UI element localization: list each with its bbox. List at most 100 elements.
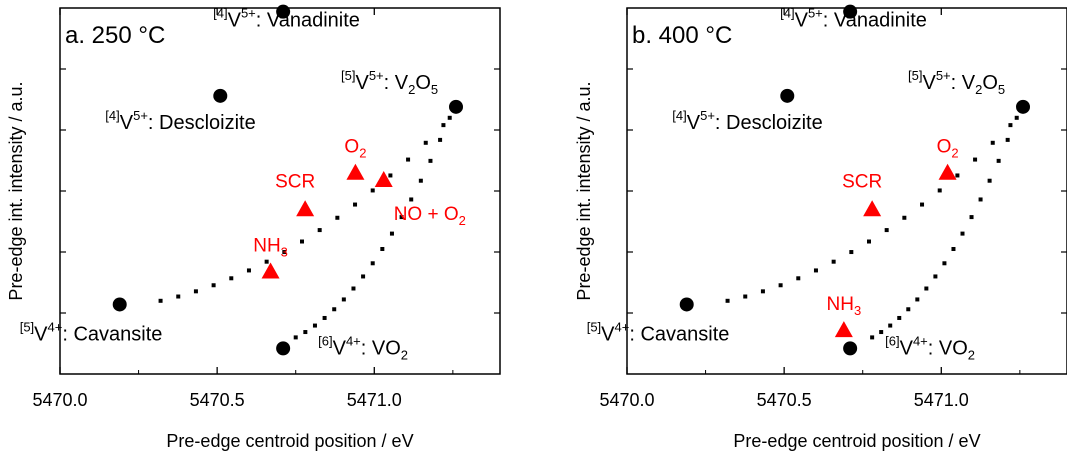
trend-dot — [990, 140, 995, 145]
chart-panel-a: 5470.0 5470.5 5471.0 Pre-edge centroid posi… — [6, 4, 501, 451]
x-tick-label: 5471.0 — [347, 390, 402, 410]
sample-label: O2 — [344, 137, 366, 161]
trend-dot — [317, 228, 322, 233]
sample-label: NO + O2 — [394, 204, 466, 228]
trend-dot — [1008, 123, 1013, 128]
trend-dot — [969, 215, 974, 220]
trend-dot — [399, 215, 404, 220]
trend-dot — [438, 137, 443, 142]
reference-point — [449, 99, 463, 114]
trend-dot — [335, 215, 340, 220]
trend-dot — [955, 173, 960, 178]
trend-dot — [870, 335, 875, 340]
trend-dot — [902, 215, 907, 220]
trend-dot — [937, 188, 942, 193]
sample-label: SCR — [842, 171, 882, 192]
reference-point — [843, 4, 858, 19]
reference-point — [679, 297, 694, 312]
reference-label: [5]V5+: V2O5 — [908, 68, 1005, 97]
trend-dot — [1014, 115, 1019, 120]
trend-dot — [423, 140, 428, 145]
reference-label: [6]V4+: VO2 — [318, 333, 408, 362]
trend-dot — [176, 294, 181, 299]
sample-label: O2 — [937, 137, 959, 161]
sample-label: NH3 — [253, 236, 288, 260]
trend-dot — [246, 268, 251, 273]
trend-dot — [915, 297, 920, 302]
trend-dot — [888, 323, 893, 328]
trend-dot — [370, 188, 375, 193]
trend-dot — [341, 297, 346, 302]
trend-dot — [332, 307, 337, 312]
y-axis-label: Pre-edge int. intensity / a.u. — [574, 81, 594, 300]
reference-label: [6]V4+: VO2 — [885, 333, 975, 362]
sample-point — [863, 200, 882, 217]
trend-dot — [884, 228, 889, 233]
trend-dot — [951, 247, 956, 252]
sample-label: SCR — [275, 171, 315, 192]
trend-dot — [849, 250, 854, 255]
x-axis-label: Pre-edge centroid position / eV — [733, 431, 980, 451]
reference-point — [780, 88, 795, 103]
trend-dot — [906, 307, 911, 312]
trend-dot — [264, 259, 269, 264]
y-axis-label: Pre-edge int. intensity / a.u. — [6, 81, 26, 300]
reference-label: [4]V5+: Descloizite — [672, 108, 822, 134]
reference-label: [4]V5+: Vanadinite — [213, 6, 360, 32]
trend-dot — [831, 259, 836, 264]
trend-dot — [229, 276, 234, 281]
trend-dot — [211, 283, 216, 288]
trend-dot — [389, 231, 394, 236]
trend-dot — [725, 298, 730, 303]
trend-dot — [380, 247, 385, 252]
x-tick-label: 5471.0 — [914, 390, 969, 410]
trend-dot — [796, 276, 801, 281]
trend-dot — [942, 261, 947, 266]
sample-point — [346, 163, 365, 180]
sample-point — [261, 262, 280, 279]
trend-dot — [282, 250, 287, 255]
trend-dot — [441, 123, 446, 128]
trend-dot — [867, 239, 871, 244]
trend-dot — [743, 294, 748, 299]
reference-label: [4]V5+: Vanadinite — [780, 6, 927, 32]
sample-point — [834, 321, 853, 338]
trend-dot — [370, 261, 375, 266]
trend-dot — [778, 283, 783, 288]
trend-dot — [933, 274, 938, 279]
reference-point — [112, 297, 127, 312]
trend-dot — [996, 158, 1001, 163]
x-axis-label: Pre-edge centroid position / eV — [166, 431, 413, 451]
x-tick-label: 5470.5 — [190, 390, 245, 410]
trend-dot — [960, 231, 965, 236]
trend-dot — [760, 289, 765, 294]
trend-dot — [897, 315, 902, 320]
trend-dot — [322, 315, 327, 320]
trend-dot — [158, 298, 163, 303]
trend-dot — [193, 289, 198, 294]
reference-label: [5]V5+: V2O5 — [341, 68, 438, 97]
trend-dot — [293, 335, 298, 340]
trend-dot — [353, 202, 358, 207]
trend-dot — [879, 330, 884, 335]
trend-dot — [351, 286, 356, 291]
reference-point — [276, 4, 291, 19]
trend-dot — [388, 173, 393, 178]
x-tick-label: 5470.0 — [599, 390, 654, 410]
trend-dot — [920, 202, 925, 207]
trend-dot — [303, 330, 308, 335]
trend-dot — [428, 158, 433, 163]
trend-dot — [312, 323, 317, 328]
sample-point — [938, 163, 957, 180]
trend-dot — [924, 286, 929, 291]
trend-dot — [418, 178, 423, 183]
sample-point — [374, 171, 393, 188]
trend-dot — [300, 239, 304, 244]
trend-dot — [409, 197, 414, 202]
trend-dot — [987, 178, 992, 183]
reference-point — [276, 341, 291, 356]
reference-label: [4]V5+: Descloizite — [105, 108, 255, 134]
reference-label: [5]V4+: Cavansite — [20, 319, 163, 345]
chart-panel-b: 5470.0 5470.5 5471.0 Pre-edge centroid posi… — [574, 4, 1067, 451]
